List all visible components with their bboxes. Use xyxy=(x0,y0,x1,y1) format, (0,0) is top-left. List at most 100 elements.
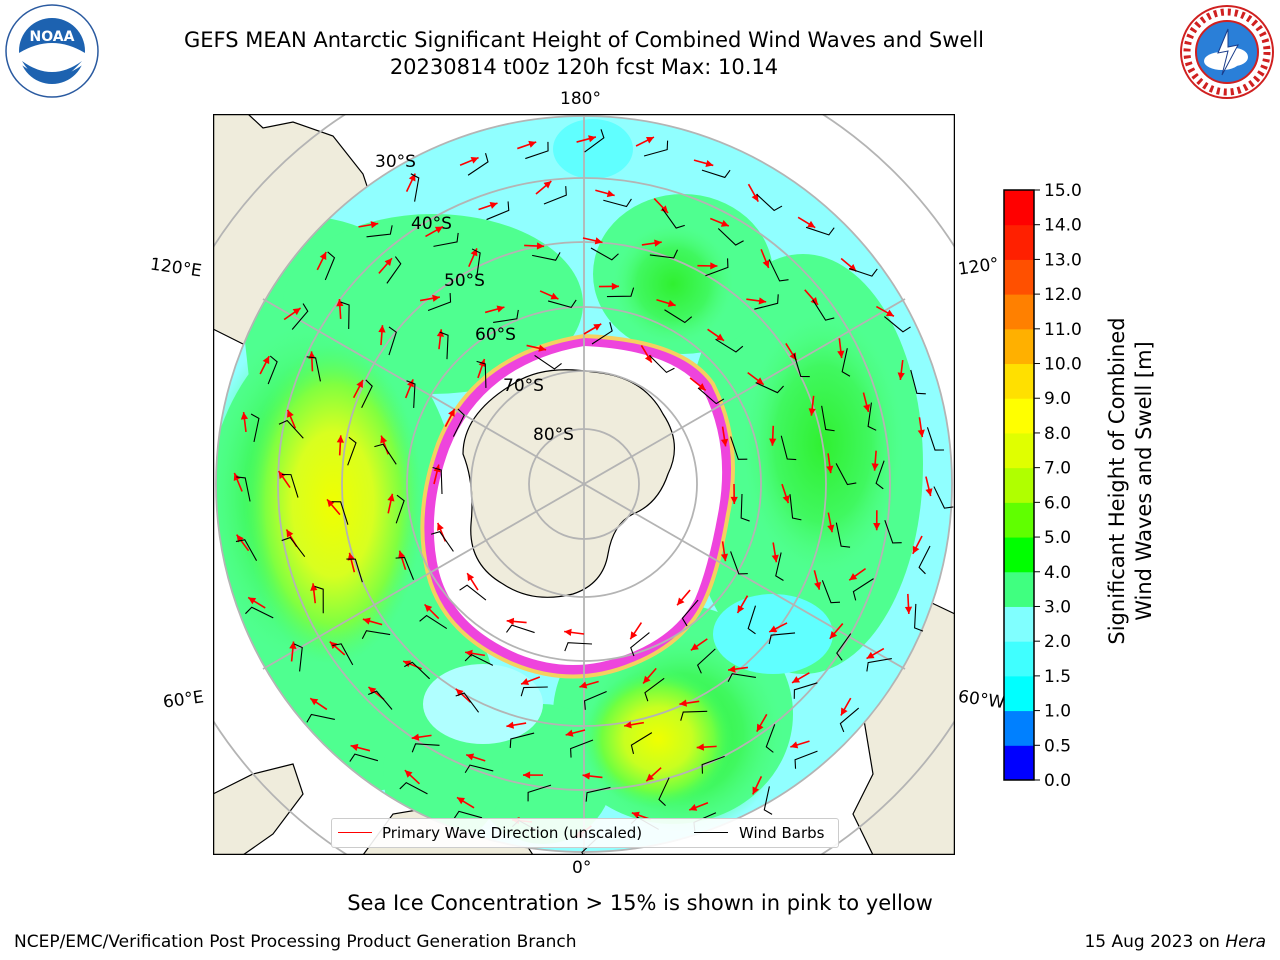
wind-barb xyxy=(585,786,611,802)
lat-label: 50°S xyxy=(444,271,485,291)
wave-arrow-head xyxy=(310,698,319,706)
wind-barb xyxy=(805,226,835,236)
wind-barb xyxy=(236,476,251,502)
wave-arrow-head xyxy=(720,438,729,447)
antarctica xyxy=(420,333,735,679)
wind-barb xyxy=(606,287,635,298)
wind-barb xyxy=(453,810,483,820)
wind-barb xyxy=(427,293,452,312)
wind-barb xyxy=(306,356,321,382)
wind-barb xyxy=(534,354,562,370)
wave-legend-swatch xyxy=(338,832,372,833)
wind-barb xyxy=(395,494,405,524)
colorbar-tick-label: 1.0 xyxy=(1044,702,1071,722)
wave-arrow-head xyxy=(769,438,777,446)
wave-arrow-head xyxy=(646,773,655,782)
wave-arrow-head xyxy=(643,675,651,684)
wind-barb xyxy=(411,743,440,753)
wave-arrow-head xyxy=(808,408,816,416)
wave-arrow-head xyxy=(368,686,377,695)
wave-arrow-head xyxy=(827,524,835,533)
wind-barb xyxy=(789,494,802,521)
wave-arrow-head xyxy=(565,729,574,737)
wave-arrow-head xyxy=(522,771,531,779)
wave-arrow-head xyxy=(829,630,838,639)
wind-barb xyxy=(591,322,613,345)
wind-barb xyxy=(681,599,699,627)
wave-arrow-head xyxy=(863,404,871,412)
wave-arrow-head xyxy=(496,305,505,313)
wind-barb xyxy=(747,605,757,635)
wind-barb xyxy=(388,326,397,356)
colorbar-segment xyxy=(1004,398,1034,434)
wave-arrow-head xyxy=(594,237,603,245)
wind-barb xyxy=(835,463,857,486)
wave-arrow-head xyxy=(588,135,596,143)
wind-barb xyxy=(763,786,773,815)
wind-barb xyxy=(368,690,393,710)
wind-barb xyxy=(583,690,607,710)
barb-legend-label: Wind Barbs xyxy=(739,824,825,842)
wind-barb xyxy=(740,493,750,522)
wave-arrow-head xyxy=(240,412,249,420)
wind-barb xyxy=(293,643,303,672)
wind-barb xyxy=(506,624,535,634)
wave-arrow-head xyxy=(667,299,676,307)
wave-arrow-head xyxy=(758,297,767,305)
wind-barb xyxy=(419,614,448,630)
wind-barb xyxy=(697,387,725,405)
wind-barb xyxy=(395,556,415,580)
wind-barb xyxy=(324,251,336,281)
wind-barb xyxy=(410,173,420,202)
wave-arrow-head xyxy=(564,628,572,636)
colorbar-label-line1: Significant Height of Combined xyxy=(1105,317,1129,645)
wind-barb xyxy=(564,642,593,652)
wave-arrow-head xyxy=(630,631,638,640)
wave-arrow-head xyxy=(278,471,286,480)
wind-barb xyxy=(765,724,776,753)
wind-barb xyxy=(332,643,354,666)
wave-arrow-head xyxy=(378,325,386,333)
wind-barb xyxy=(464,653,494,666)
colorbar-segment xyxy=(1004,571,1034,607)
wave-arrow-head xyxy=(543,181,552,189)
wave-arrow-head xyxy=(434,226,443,234)
wave-arrow-head xyxy=(792,676,801,683)
colorbar-tick-label: 12.0 xyxy=(1044,285,1082,305)
wind-barb xyxy=(467,153,489,176)
wind-barb xyxy=(794,750,818,769)
wave-arrow-head xyxy=(873,523,881,531)
wind-barb xyxy=(875,460,885,490)
wind-barb xyxy=(812,299,835,321)
wave-arrow-head xyxy=(455,688,464,697)
wind-barb xyxy=(570,739,594,758)
wind-barb xyxy=(926,427,945,451)
wave-arrow-head xyxy=(737,605,745,613)
colorbar-frame xyxy=(1003,189,1035,781)
nws-logo xyxy=(1180,5,1274,99)
graticule xyxy=(213,114,955,855)
wind-barb xyxy=(547,299,577,309)
colorbar-tick-label: 15.0 xyxy=(1044,182,1082,201)
wave-arrow-head xyxy=(528,140,537,148)
wind-barb xyxy=(661,208,685,229)
wave-arrow-head xyxy=(925,488,933,497)
wave-arrow-head xyxy=(762,259,770,268)
wave-arrow-head xyxy=(756,723,764,732)
wave-arrow-head xyxy=(720,553,729,562)
wind-barb xyxy=(455,692,480,713)
wind-barb xyxy=(717,228,744,246)
colorbar-segment xyxy=(1004,294,1034,330)
wind-barb xyxy=(245,606,274,619)
wind-barb xyxy=(715,338,744,353)
wave-arrow-head xyxy=(624,721,632,729)
lon-label-top: 180° xyxy=(560,89,601,109)
wind-barb xyxy=(918,545,931,575)
wind-barb xyxy=(696,648,716,674)
wind-barb xyxy=(701,755,725,774)
wind-barb xyxy=(374,443,397,465)
wind-barb xyxy=(884,316,911,333)
wave-arrow-head xyxy=(710,262,718,270)
wave-arrow-head xyxy=(448,408,455,417)
wind-barb xyxy=(493,309,519,323)
